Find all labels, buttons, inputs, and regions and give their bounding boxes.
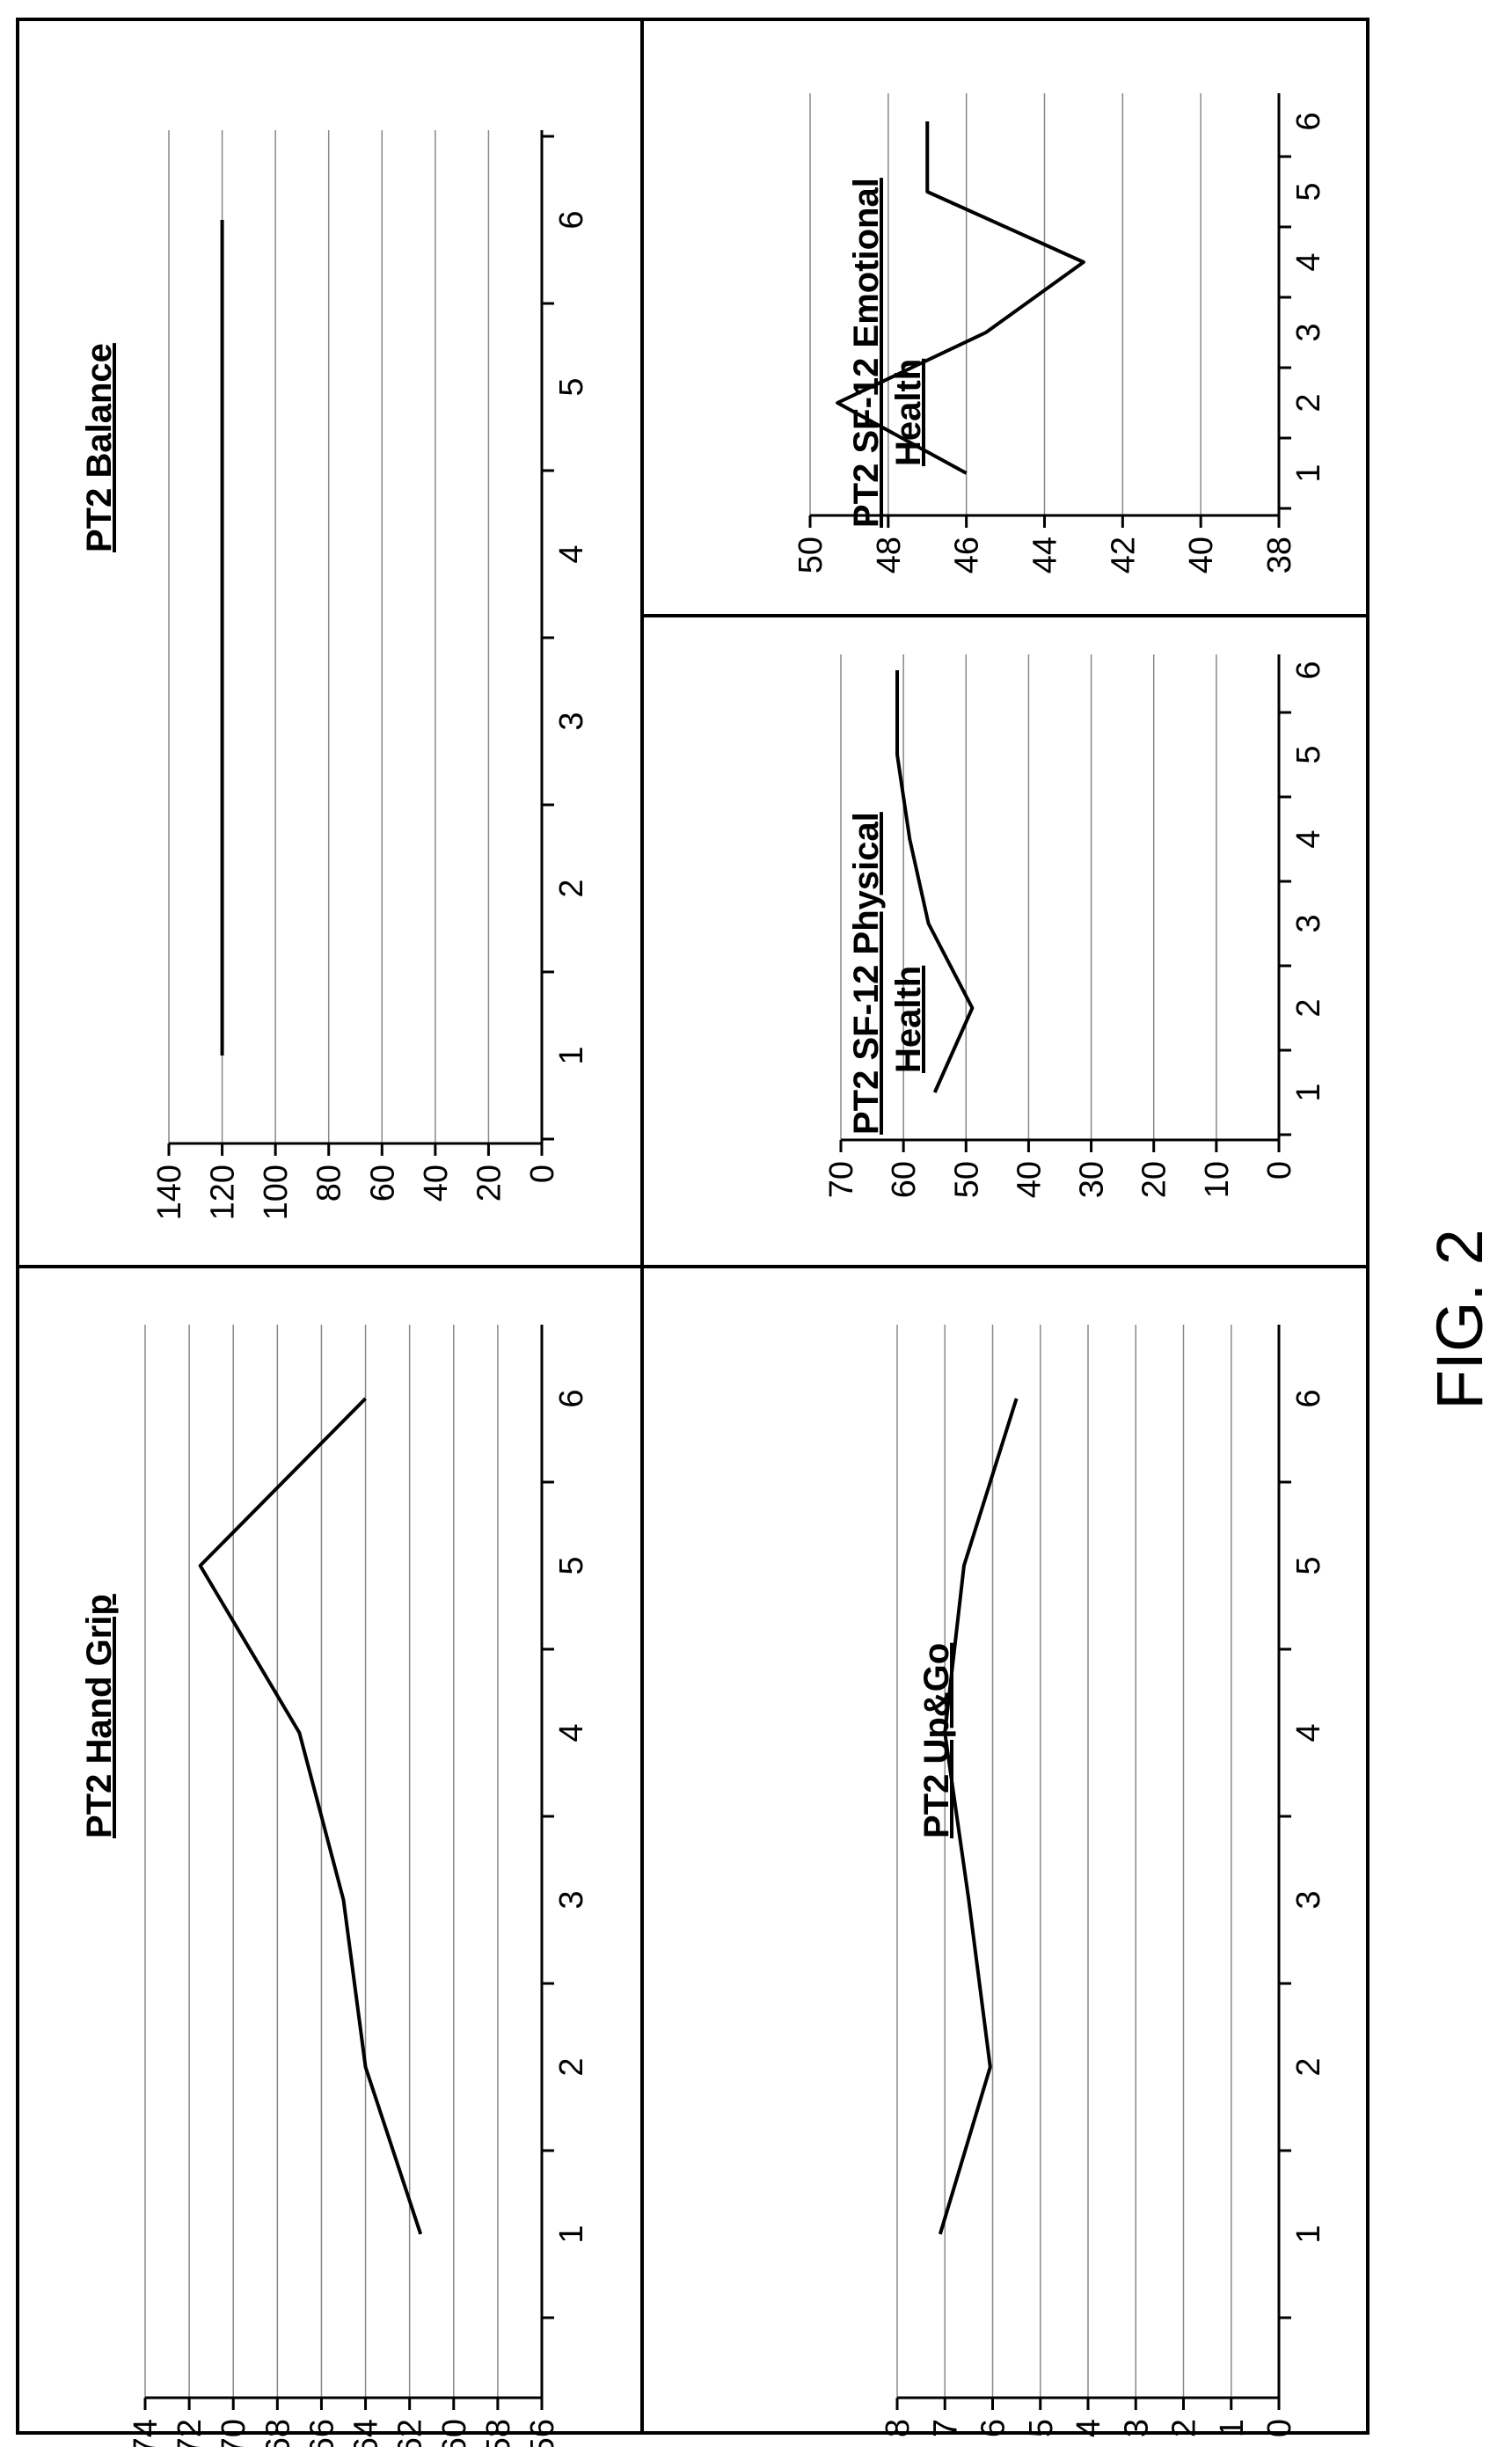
x-tick-label: 2 [1290, 998, 1327, 1017]
y-tick-label: 48 [871, 537, 908, 573]
y-tick-label: 140 [151, 1165, 188, 1220]
y-tick-label: 6 [975, 2419, 1012, 2437]
chart-4: 0 10 20 30 40 50 60 70 1 2 3 4 5 6 PT2 SF-12 Physical H… [823, 654, 1327, 1198]
y-tick-label: 5 [1023, 2419, 1060, 2437]
y-tick-label: 4 [1070, 2419, 1107, 2437]
y-tick-label: 38 [1261, 537, 1298, 573]
y-tick-label: 0 [1261, 1161, 1298, 1180]
y-tick-label: 1 [1214, 2419, 1251, 2437]
x-tick-label: 3 [553, 1890, 590, 1909]
series-line-1 [836, 121, 1085, 475]
y-tick-label: 60 [436, 2419, 473, 2447]
y-tick-label: 44 [1027, 537, 1064, 573]
y-tick-label: 3 [1118, 2419, 1155, 2437]
y-tick-label: 20 [471, 1165, 508, 1202]
y-tick-label: 40 [1011, 1161, 1048, 1198]
y-tick-label: 120 [205, 1165, 242, 1220]
x-tick-label: 4 [1290, 829, 1327, 848]
y-tick-label: 0 [524, 1165, 561, 1183]
y-tick-label: 0 [1261, 2419, 1298, 2437]
y-tick-label: 20 [1136, 1161, 1173, 1198]
chart-title: PT2 Up&Go [917, 1643, 956, 1838]
x-tick-label: 3 [1290, 1890, 1327, 1909]
y-tick-label: 100 [258, 1165, 295, 1220]
x-tick-label: 1 [1290, 1083, 1327, 1101]
figure-frame [16, 18, 1370, 2435]
y-tick-label: 66 [303, 2419, 340, 2447]
y-tick-label: 30 [1074, 1161, 1111, 1198]
chart-title: PT2 Hand Grip [80, 1594, 119, 1838]
y-tick-label: 10 [1199, 1161, 1236, 1198]
x-tick-label: 4 [1290, 252, 1327, 271]
x-tick-label: 1 [553, 1046, 590, 1064]
x-tick-label: 4 [553, 544, 590, 563]
x-tick-label: 2 [1290, 2057, 1327, 2076]
x-tick-label: 4 [553, 1723, 590, 1742]
x-tick-label: 1 [553, 2224, 590, 2243]
y-tick-label: 42 [1105, 537, 1142, 573]
chart-5: 38 40 42 44 46 48 50 1 2 3 4 5 6 PT2 SF-12 Emotional H… [793, 93, 1327, 573]
x-tick-label: 1 [1290, 464, 1327, 482]
y-tick-label: 62 [392, 2419, 429, 2447]
y-tick-label: 60 [364, 1165, 401, 1202]
series-line-1 [938, 1398, 1019, 2235]
x-tick-label: 4 [1290, 1723, 1327, 1742]
chart-title: PT2 Balance [80, 343, 119, 552]
chart-2: 0 20 40 60 80 100 120 140 1 2 3 4 5 6 PT2 Balance [80, 130, 590, 1220]
y-tick-label: 80 [311, 1165, 348, 1202]
x-tick-label: 5 [1290, 1556, 1327, 1574]
x-tick-label: 2 [553, 2057, 590, 2076]
x-tick-label: 2 [1290, 393, 1327, 412]
y-tick-label: 50 [948, 1161, 985, 1198]
chart-title: Health [889, 966, 928, 1073]
x-tick-label: 6 [1290, 1389, 1327, 1407]
chart-title: PT2 SF-12 Emotional [847, 178, 886, 528]
y-tick-label: 40 [418, 1165, 455, 1202]
figure-caption: FIG. 2 [1423, 1229, 1496, 1410]
y-tick-label: 50 [793, 537, 829, 573]
y-tick-label: 68 [259, 2419, 296, 2447]
y-tick-label: 56 [524, 2419, 561, 2447]
y-tick-label: 60 [886, 1161, 923, 1198]
x-tick-label: 6 [553, 1389, 590, 1407]
x-tick-label: 1 [1290, 2224, 1327, 2243]
x-tick-label: 5 [1290, 182, 1327, 201]
y-tick-label: 70 [823, 1161, 860, 1198]
x-tick-label: 6 [1290, 661, 1327, 679]
x-tick-label: 5 [1290, 745, 1327, 763]
chart-title: Health [889, 359, 928, 466]
y-tick-label: 58 [480, 2419, 517, 2447]
x-tick-label: 5 [553, 377, 590, 396]
series-line-1 [895, 670, 975, 1093]
y-tick-label: 74 [128, 2419, 164, 2447]
y-tick-label: 40 [1183, 537, 1220, 573]
x-tick-label: 6 [1290, 112, 1327, 130]
y-tick-label: 70 [215, 2419, 252, 2447]
y-tick-label: 64 [348, 2419, 385, 2447]
x-tick-label: 5 [553, 1556, 590, 1574]
series-line-1 [198, 1397, 423, 2235]
y-tick-label: 46 [949, 537, 986, 573]
chart-title: PT2 SF-12 Physical [847, 812, 886, 1135]
x-tick-label: 3 [1290, 323, 1327, 341]
x-tick-label: 2 [553, 879, 590, 897]
y-tick-label: 2 [1166, 2419, 1203, 2437]
x-tick-label: 3 [1290, 914, 1327, 932]
x-tick-label: 6 [553, 210, 590, 229]
y-tick-label: 72 [172, 2419, 208, 2447]
y-tick-label: 8 [880, 2419, 917, 2437]
x-tick-label: 3 [553, 712, 590, 730]
y-tick-label: 7 [927, 2419, 964, 2437]
